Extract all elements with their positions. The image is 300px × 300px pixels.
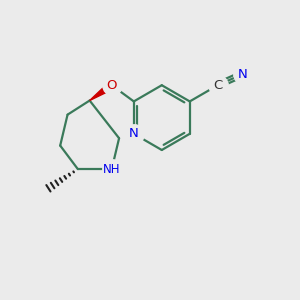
Text: N: N: [129, 127, 139, 140]
Text: NH: NH: [103, 163, 121, 176]
Text: C: C: [213, 79, 222, 92]
Polygon shape: [90, 82, 114, 100]
Text: O: O: [106, 79, 117, 92]
Text: N: N: [238, 68, 247, 80]
